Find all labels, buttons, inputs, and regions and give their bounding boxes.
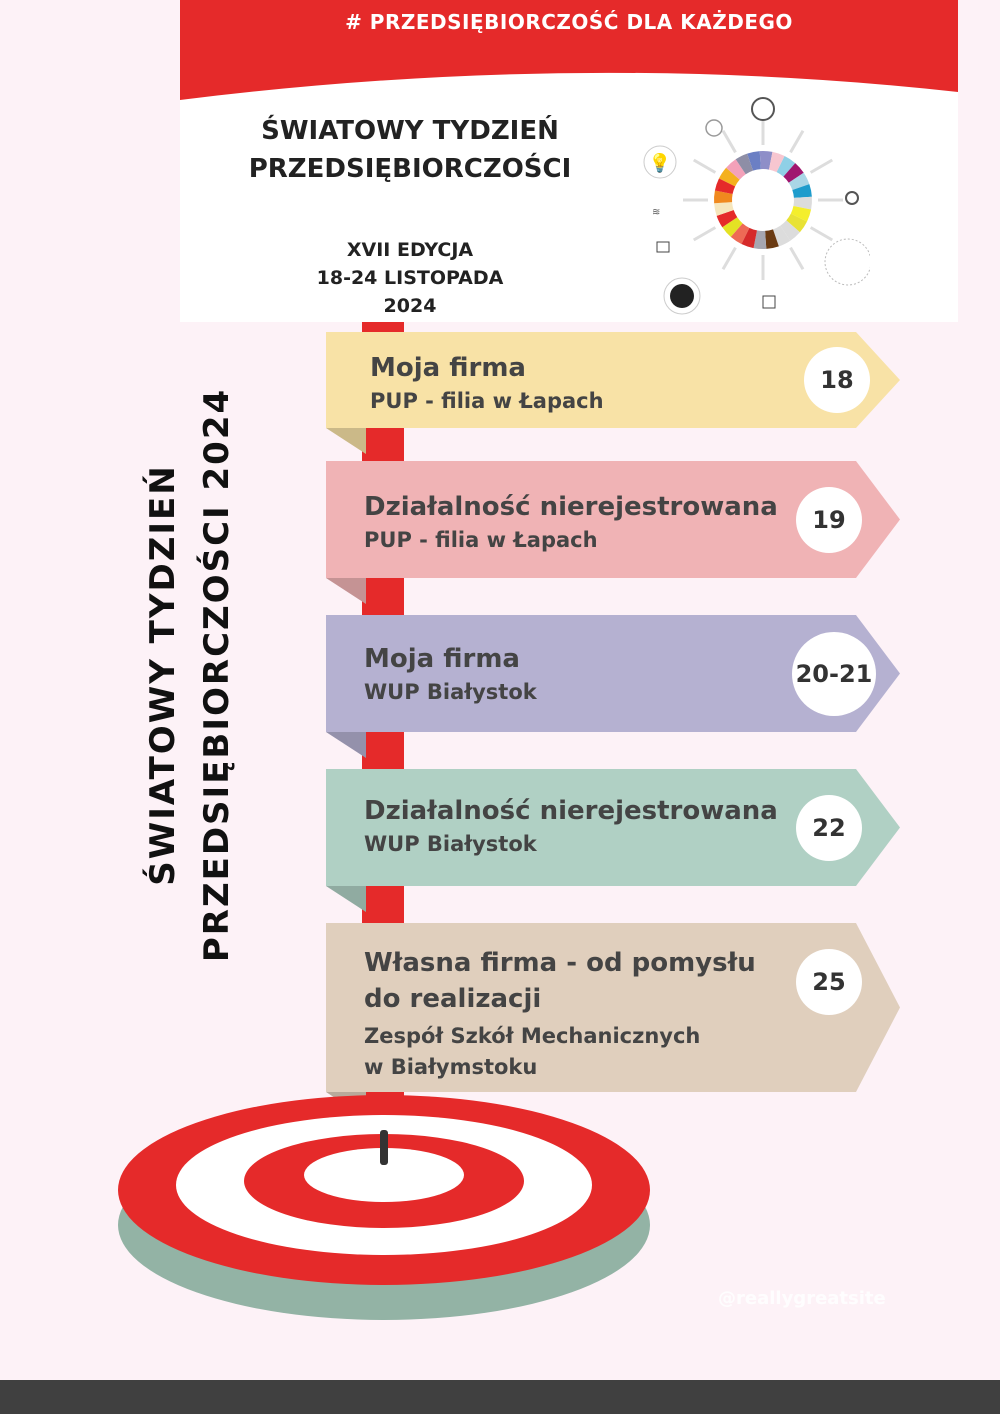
event-title: Działalność nierejestrowana	[364, 796, 778, 826]
ring-segment	[790, 205, 812, 222]
header-banner: # PRZEDSIĘBIORCZOŚĆ DLA KAŻDEGO ŚWIATOWY…	[180, 0, 958, 322]
ring-segment	[747, 151, 762, 171]
svg-text:💡: 💡	[649, 152, 671, 174]
ring-segment	[793, 196, 812, 210]
lightbulb-icon	[643, 145, 677, 179]
ring-segment	[792, 184, 812, 199]
event-date-badge: 19	[796, 486, 862, 553]
ring-segment	[759, 151, 773, 170]
ring-segment	[714, 201, 734, 216]
factory-icon	[656, 241, 670, 253]
event-card: Własna firma - od pomysłu do realizacji …	[326, 923, 900, 1122]
ring-segment	[735, 153, 754, 175]
event-location: PUP - filia w Łapach	[370, 389, 604, 413]
event-date-badge: 18	[804, 347, 870, 413]
arrow	[789, 129, 805, 154]
event-date-badge: 20-21	[792, 631, 876, 716]
arrow	[789, 246, 805, 271]
ring-segment	[714, 190, 733, 204]
event-date-badge: 22	[796, 794, 862, 861]
network-icon	[845, 191, 859, 205]
arrow	[809, 226, 834, 242]
ring-segment	[768, 151, 785, 173]
event-title: Moja firma	[370, 353, 526, 383]
event-card: Moja firma PUP - filia w Łapach 18	[326, 332, 900, 458]
ai-chip-icon	[762, 295, 776, 309]
event-title: ŚWIATOWY TYDZIEŃ PRZEDSIĘBIORCZOŚCI	[248, 116, 572, 184]
event-card: Działalność nierejestrowana PUP - filia …	[326, 461, 900, 608]
event-title: Moja firma	[364, 644, 520, 674]
edition-info: XVII EDYCJA 18-24 LISTOPADA 2024	[316, 239, 504, 317]
gear-icon	[751, 97, 775, 121]
footer-bar	[0, 1380, 1000, 1414]
event-location: WUP Białystok	[364, 680, 537, 704]
ring-segment	[776, 156, 796, 177]
watermark: @reallygreatsite	[718, 1288, 886, 1309]
ring-segment	[730, 223, 750, 244]
event-title: Działalność nierejestrowana	[364, 492, 778, 522]
arrow	[809, 158, 834, 174]
event-card: Moja firma WUP Białystok 20-21	[326, 615, 900, 762]
event-title: Własna firma - od pomysłu do realizacji	[364, 948, 756, 1014]
ring-segment	[726, 159, 746, 180]
ring-segment	[772, 225, 791, 247]
event-card: Działalność nierejestrowana WUP Białysto…	[326, 769, 900, 916]
chat-bubbles-icon	[824, 238, 870, 286]
hashtag: # PRZEDSIĘBIORCZOŚĆ DLA KAŻDEGO	[345, 10, 793, 34]
event-date-badge: 25	[796, 949, 862, 1015]
ring-segment	[783, 163, 804, 183]
target-icon	[118, 1095, 650, 1320]
ring-segment	[719, 167, 740, 187]
arrow	[721, 129, 737, 154]
ring-segment	[741, 227, 758, 249]
arrow	[692, 226, 717, 242]
ring-segment	[788, 172, 810, 191]
event-location: Zespół Szkół Mechanicznych w Białymstoku	[364, 1024, 701, 1079]
ring-segment	[753, 230, 767, 249]
wifi-icon: ≋	[652, 207, 660, 218]
ring-segment	[722, 217, 743, 237]
red-band	[180, 0, 958, 100]
ring-segment	[786, 213, 807, 233]
ring-segment	[780, 220, 800, 241]
event-location: WUP Białystok	[364, 832, 537, 856]
event-location: PUP - filia w Łapach	[364, 528, 598, 552]
arrow	[721, 246, 737, 271]
people-icon	[705, 119, 723, 137]
ring-segment	[716, 209, 738, 228]
ring-segment	[764, 229, 779, 249]
entrepreneurship-wheel-logo: 💡 ≋	[643, 97, 870, 315]
ring-segment	[714, 178, 736, 195]
side-title: ŚWIATOWY TYDZIEŃ PRZEDSIĘBIORCZOŚCI 2024	[143, 387, 237, 963]
arrow	[692, 158, 717, 174]
